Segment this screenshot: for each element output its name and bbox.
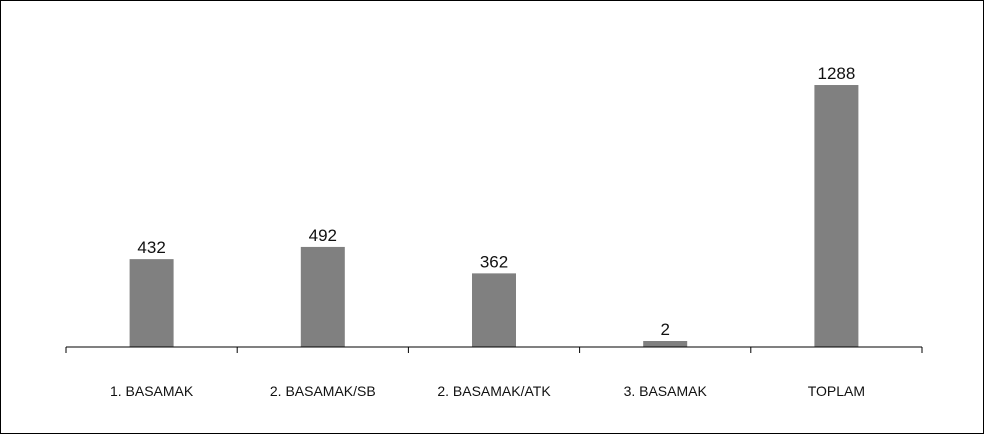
bar-4 [643, 341, 688, 347]
bar-2 [300, 246, 345, 347]
x-tick-label-2: 2. BASAMAK/SB [270, 383, 376, 399]
x-tick-label-3: 2. BASAMAK/ATK [437, 383, 551, 399]
bar-value-label-2: 492 [309, 226, 337, 245]
bar-1 [129, 259, 174, 347]
bars-group [129, 85, 859, 347]
x-tick-label-4: 3. BASAMAK [624, 383, 708, 399]
bar-3 [472, 273, 516, 347]
bar-value-label-4: 2 [660, 320, 669, 339]
x-tick-label-1: 1. BASAMAK [110, 383, 194, 399]
bar-value-label-3: 362 [480, 252, 508, 271]
bar-5 [814, 85, 859, 347]
x-axis-labels-group: 1. BASAMAK 2. BASAMAK/SB 2. BASAMAK/ATK 3. … [110, 383, 865, 399]
x-tick-label-5: TOPLAM [808, 383, 865, 399]
bar-value-label-1: 432 [137, 238, 165, 257]
x-axis-ticks-group [65, 347, 923, 353]
bar-value-label-5: 1288 [817, 64, 855, 83]
value-labels-group: 432 492 362 2 1288 [137, 64, 855, 339]
